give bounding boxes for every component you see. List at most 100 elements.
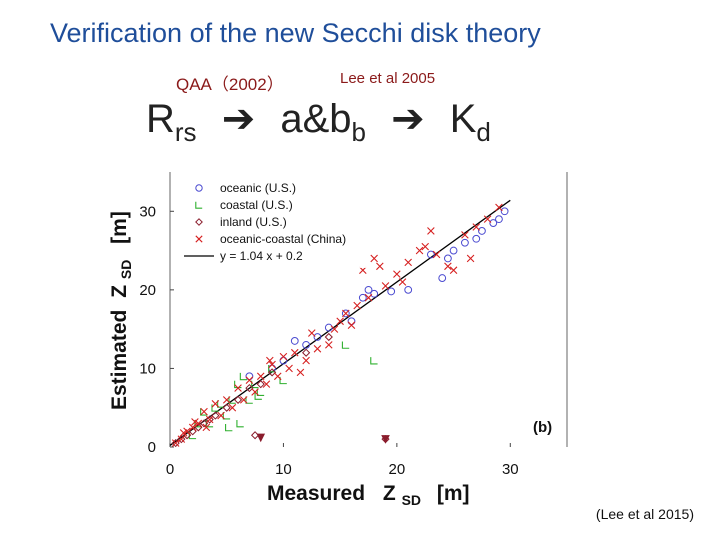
- data-point: [245, 376, 254, 385]
- slide-title: Verification of the new Secchi disk theo…: [50, 18, 541, 48]
- data-point: [415, 246, 424, 255]
- data-point: [364, 285, 373, 294]
- y-axis-label: Estimated Z SD [m]: [108, 211, 136, 410]
- data-point: [324, 323, 333, 332]
- data-point: [290, 348, 299, 357]
- data-point: [234, 384, 242, 392]
- data-point: [285, 364, 293, 373]
- legend-label: coastal (U.S.): [220, 198, 293, 212]
- data-point: [404, 285, 413, 294]
- data-point: [239, 372, 248, 381]
- data-point: [222, 412, 231, 420]
- chain-ab-sub: b: [351, 117, 366, 147]
- data-point: [279, 352, 288, 361]
- y-tick-label: 0: [148, 439, 156, 456]
- chain-r-sub: rs: [174, 117, 197, 147]
- y-axis-label-unit: [m]: [108, 211, 131, 244]
- data-point: [302, 340, 311, 349]
- legend-marker: [195, 218, 203, 226]
- data-point: [381, 282, 390, 290]
- data-point: [222, 403, 231, 412]
- data-point: [444, 262, 452, 271]
- lee-label: Lee et al 2005: [340, 70, 436, 87]
- data-point: [421, 242, 430, 251]
- legend-label: oceanic-coastal (China): [220, 232, 346, 246]
- data-point: [404, 258, 412, 267]
- data-point: [256, 380, 265, 389]
- data-point: [233, 395, 243, 404]
- data-point: [370, 357, 378, 365]
- data-point: [495, 203, 503, 212]
- panel-label: (b): [533, 419, 552, 436]
- legend-marker: [195, 201, 203, 209]
- x-axis-label-sym: Z: [383, 482, 396, 505]
- legend-marker: [195, 235, 203, 243]
- data-point: [483, 215, 492, 223]
- data-point: [191, 418, 199, 426]
- chain-r: R: [146, 97, 175, 141]
- legend: oceanic (U.S.) coastal (U.S.) inland (U.S.…: [180, 176, 370, 268]
- qaa-label: QAA（2002）: [176, 75, 284, 94]
- data-point: [432, 250, 441, 259]
- legend-marker: [195, 184, 203, 192]
- legend-label: oceanic (U.S.): [220, 181, 296, 195]
- data-point: [245, 383, 254, 393]
- data-point: [461, 238, 469, 247]
- data-point: [296, 368, 305, 377]
- data-point: [426, 250, 435, 259]
- chain-k-sub: d: [476, 117, 491, 147]
- data-point: [234, 380, 242, 389]
- data-point: [254, 392, 262, 400]
- data-point: [273, 372, 282, 381]
- x-tick-label: 20: [389, 461, 406, 478]
- x-tick-label: 30: [502, 461, 519, 478]
- data-point: [239, 396, 248, 404]
- chain-k: K: [449, 97, 477, 141]
- data-point: [188, 423, 197, 432]
- y-axis-label-text: Estimated: [108, 310, 131, 410]
- data-point: [341, 341, 350, 349]
- x-axis-label-text: Measured: [267, 482, 365, 505]
- data-point: [171, 439, 180, 447]
- data-point: [236, 420, 244, 428]
- data-point: [472, 234, 481, 243]
- y-tick-label: 30: [139, 203, 156, 220]
- data-point: [256, 372, 265, 381]
- chain-ab: a&b: [280, 97, 352, 141]
- x-tick-label: 0: [166, 461, 174, 478]
- data-point: [245, 396, 253, 404]
- data-point: [347, 321, 356, 330]
- data-point: [449, 246, 458, 255]
- data-point: [472, 223, 481, 231]
- data-point: [266, 356, 274, 365]
- data-point: [427, 227, 435, 235]
- data-point: [398, 278, 407, 286]
- data-point: [217, 411, 225, 420]
- data-point: [364, 293, 373, 302]
- data-point: [262, 380, 271, 388]
- data-point: [313, 344, 322, 353]
- data-point: [347, 317, 356, 326]
- data-point: [461, 231, 469, 239]
- data-point: [222, 396, 231, 404]
- x-axis-label-unit: [m]: [437, 482, 470, 505]
- y-axis-label-sym: Z: [108, 285, 131, 298]
- axis-ticks: 0 10 20 30 0 10 20 30: [139, 203, 518, 478]
- data-point: [438, 274, 447, 282]
- outlier-point: [256, 433, 266, 443]
- data-point: [500, 207, 509, 216]
- data-point: [449, 266, 458, 275]
- data-point: [205, 415, 214, 424]
- data-point: [200, 407, 208, 416]
- data-point: [325, 341, 333, 349]
- plot-frame: [169, 172, 568, 447]
- data-point: [478, 227, 486, 235]
- data-point: [205, 415, 214, 424]
- data-point: [177, 435, 186, 443]
- data-point: [256, 388, 265, 396]
- data-point: [307, 329, 316, 337]
- data-point: [279, 376, 287, 385]
- data-point: [495, 215, 503, 224]
- outlier-point: [381, 435, 390, 444]
- data-point: [251, 388, 259, 396]
